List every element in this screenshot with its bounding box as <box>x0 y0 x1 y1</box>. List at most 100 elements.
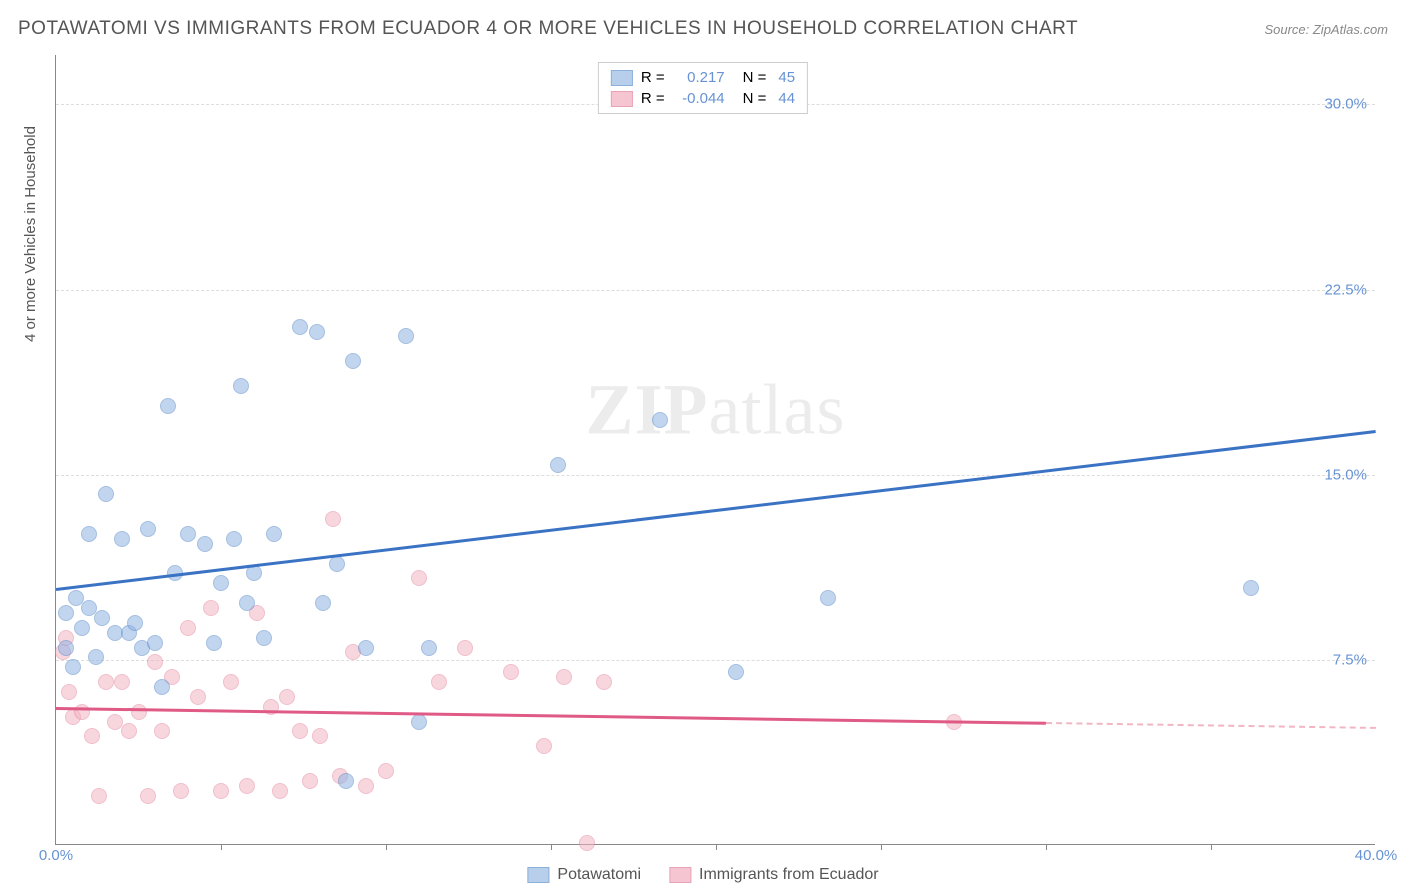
chart-title: POTAWATOMI VS IMMIGRANTS FROM ECUADOR 4 … <box>18 18 1078 40</box>
scatter-point <box>58 605 74 621</box>
scatter-point <box>596 674 612 690</box>
n-label: N = <box>743 69 767 86</box>
scatter-point <box>325 511 341 527</box>
scatter-point <box>411 570 427 586</box>
scatter-point <box>58 640 74 656</box>
x-tick-mark <box>1046 844 1047 850</box>
scatter-point <box>266 526 282 542</box>
scatter-point <box>378 763 394 779</box>
scatter-point <box>820 590 836 606</box>
n-label: N = <box>743 90 767 107</box>
scatter-point <box>579 835 595 851</box>
legend-swatch <box>611 70 633 86</box>
scatter-point <box>728 664 744 680</box>
scatter-point <box>411 714 427 730</box>
legend-label: Potawatomi <box>557 866 641 884</box>
r-value: 0.217 <box>677 69 725 86</box>
scatter-point <box>180 620 196 636</box>
scatter-point <box>431 674 447 690</box>
watermark: ZIPatlas <box>586 369 846 452</box>
scatter-point <box>160 398 176 414</box>
scatter-point <box>98 674 114 690</box>
scatter-point <box>154 723 170 739</box>
r-label: R = <box>641 69 665 86</box>
x-tick-label: 40.0% <box>1355 847 1398 864</box>
r-label: R = <box>641 90 665 107</box>
scatter-point <box>213 575 229 591</box>
scatter-point <box>309 324 325 340</box>
legend-swatch <box>611 91 633 107</box>
scatter-point <box>147 635 163 651</box>
scatter-point <box>358 640 374 656</box>
scatter-point <box>94 610 110 626</box>
scatter-point <box>114 531 130 547</box>
gridline <box>56 290 1375 291</box>
scatter-point <box>140 788 156 804</box>
scatter-point <box>536 738 552 754</box>
scatter-point <box>1243 580 1259 596</box>
scatter-point <box>81 526 97 542</box>
source-label: Source: ZipAtlas.com <box>1264 22 1388 37</box>
scatter-point <box>329 556 345 572</box>
legend-item: Immigrants from Ecuador <box>669 866 879 884</box>
trend-line <box>56 430 1376 590</box>
legend-swatch <box>527 867 549 883</box>
scatter-point <box>147 654 163 670</box>
scatter-point <box>256 630 272 646</box>
scatter-point <box>239 595 255 611</box>
scatter-point <box>114 674 130 690</box>
scatter-point <box>88 649 104 665</box>
scatter-point <box>312 728 328 744</box>
scatter-point <box>279 689 295 705</box>
scatter-point <box>74 620 90 636</box>
scatter-point <box>503 664 519 680</box>
scatter-point <box>131 704 147 720</box>
scatter-point <box>98 486 114 502</box>
scatter-point <box>345 353 361 369</box>
y-tick-label: 15.0% <box>1324 466 1367 483</box>
scatter-point <box>338 773 354 789</box>
scatter-point <box>91 788 107 804</box>
x-tick-mark <box>386 844 387 850</box>
scatter-point <box>61 684 77 700</box>
y-tick-label: 22.5% <box>1324 281 1367 298</box>
scatter-point <box>213 783 229 799</box>
scatter-point <box>315 595 331 611</box>
scatter-point <box>550 457 566 473</box>
scatter-point <box>652 412 668 428</box>
r-value: -0.044 <box>677 90 725 107</box>
y-axis-label: 4 or more Vehicles in Household <box>22 126 39 342</box>
scatter-point <box>74 704 90 720</box>
scatter-point <box>180 526 196 542</box>
series-legend: Potawatomi Immigrants from Ecuador <box>527 866 878 884</box>
gridline <box>56 475 1375 476</box>
scatter-point <box>65 659 81 675</box>
trend-line <box>56 707 1046 724</box>
scatter-point <box>127 615 143 631</box>
y-tick-label: 30.0% <box>1324 96 1367 113</box>
scatter-point <box>292 723 308 739</box>
scatter-point <box>203 600 219 616</box>
scatter-point <box>272 783 288 799</box>
legend-label: Immigrants from Ecuador <box>699 866 879 884</box>
scatter-point <box>556 669 572 685</box>
scatter-point <box>140 521 156 537</box>
scatter-point <box>239 778 255 794</box>
x-tick-mark <box>1211 844 1212 850</box>
scatter-point <box>457 640 473 656</box>
x-tick-mark <box>221 844 222 850</box>
scatter-point <box>84 728 100 744</box>
x-tick-mark <box>716 844 717 850</box>
y-tick-label: 7.5% <box>1333 651 1367 668</box>
scatter-point <box>398 328 414 344</box>
scatter-point <box>421 640 437 656</box>
scatter-point <box>154 679 170 695</box>
scatter-point <box>246 565 262 581</box>
scatter-point <box>173 783 189 799</box>
scatter-point <box>302 773 318 789</box>
legend-row: R =-0.044N =44 <box>611 88 795 109</box>
legend-row: R =0.217N =45 <box>611 67 795 88</box>
scatter-point <box>197 536 213 552</box>
legend-item: Potawatomi <box>527 866 641 884</box>
scatter-point <box>292 319 308 335</box>
